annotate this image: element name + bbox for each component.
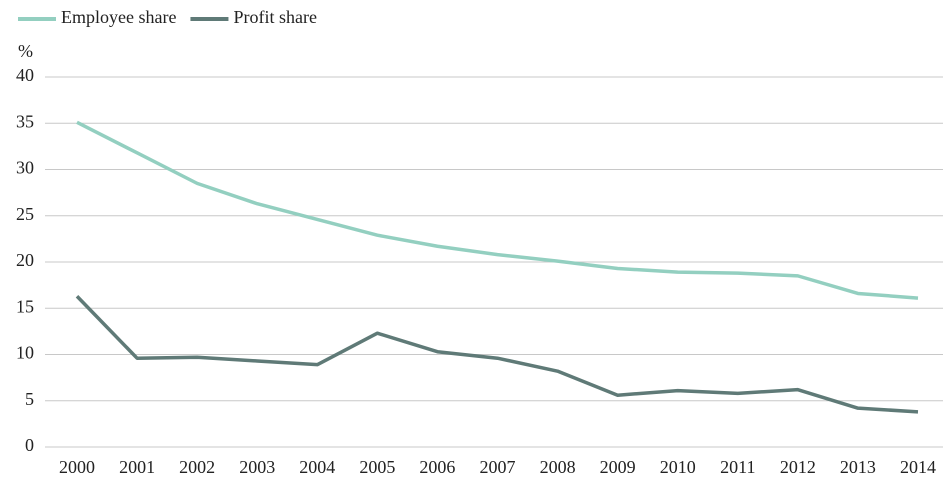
x-tick-label: 2011 bbox=[720, 457, 755, 477]
y-tick-label: 20 bbox=[16, 250, 34, 270]
x-tick-label: 2008 bbox=[540, 457, 576, 477]
x-tick-label: 2001 bbox=[119, 457, 155, 477]
x-tick-label: 2004 bbox=[299, 457, 335, 477]
y-tick-label: 5 bbox=[25, 389, 34, 409]
y-tick-label: 30 bbox=[16, 158, 34, 178]
x-tick-label: 2012 bbox=[780, 457, 816, 477]
x-tick-label: 2005 bbox=[359, 457, 395, 477]
y-tick-label: 10 bbox=[16, 343, 34, 363]
y-unit: % bbox=[18, 41, 33, 61]
x-tick-label: 2014 bbox=[900, 457, 936, 477]
y-tick-label: 15 bbox=[16, 296, 34, 316]
y-tick-label: 0 bbox=[25, 435, 34, 455]
x-tick-label: 2010 bbox=[660, 457, 696, 477]
x-tick-label: 2000 bbox=[59, 457, 95, 477]
x-tick-label: 2009 bbox=[600, 457, 636, 477]
y-tick-label: 40 bbox=[16, 65, 34, 85]
y-tick-label: 25 bbox=[16, 204, 34, 224]
x-tick-label: 2007 bbox=[480, 457, 516, 477]
legend-label: Employee share bbox=[61, 7, 176, 27]
legend-label: Profit share bbox=[233, 7, 316, 27]
data-line bbox=[75, 295, 919, 414]
x-tick-label: 2002 bbox=[179, 457, 215, 477]
y-tick-label: 35 bbox=[16, 111, 34, 131]
x-tick-label: 2006 bbox=[419, 457, 455, 477]
x-tick-label: 2013 bbox=[840, 457, 876, 477]
data-line bbox=[76, 120, 919, 300]
x-tick-label: 2003 bbox=[239, 457, 275, 477]
